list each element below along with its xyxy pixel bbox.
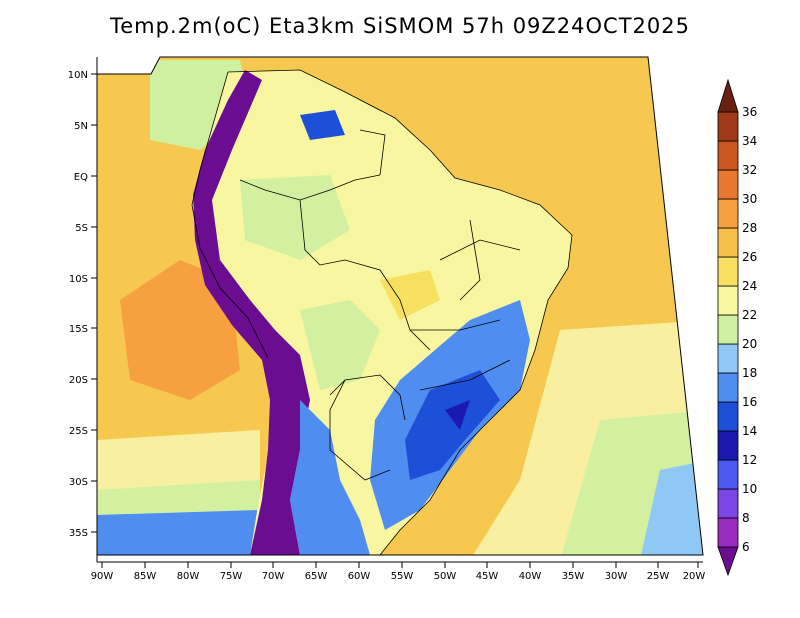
lat-label: 15S xyxy=(69,324,88,335)
colorbar-segment xyxy=(717,314,739,345)
lon-label: 50W xyxy=(434,571,457,582)
land-green-west xyxy=(300,300,380,390)
colorbar-segment xyxy=(717,372,739,403)
lon-label: 35W xyxy=(562,571,585,582)
lat-label: 5N xyxy=(74,121,88,132)
colorbar-label: 30 xyxy=(742,192,757,206)
colorbar-labels: 6 8 10 12 14 16 18 20 22 24 26 28 30 32 … xyxy=(742,105,757,554)
colorbar-label: 28 xyxy=(742,221,757,235)
colorbar-segment xyxy=(717,285,739,316)
colorbar-segment xyxy=(717,227,739,258)
colorbar-segment xyxy=(717,343,739,374)
lon-label: 45W xyxy=(476,571,499,582)
lon-label: 30W xyxy=(605,571,628,582)
lon-label: 70W xyxy=(262,571,285,582)
colorbar-label: 12 xyxy=(742,453,757,467)
colorbar-segment xyxy=(717,401,739,432)
south-pacific-blue xyxy=(97,510,260,555)
land-green-north xyxy=(240,175,350,260)
pacific-warm xyxy=(120,260,240,400)
lat-label: 25S xyxy=(69,426,88,437)
lon-label: 60W xyxy=(348,571,371,582)
colorbar-label: 10 xyxy=(742,482,757,496)
colorbar-label: 6 xyxy=(742,540,750,554)
colorbar-label: 32 xyxy=(742,163,757,177)
lat-label: 10S xyxy=(69,274,88,285)
cold-southeast-deep xyxy=(405,370,500,480)
cold-highlands-core xyxy=(445,400,470,430)
lat-label: 10N xyxy=(68,70,88,81)
colorbar-label: 14 xyxy=(742,424,757,438)
colorbar-label: 18 xyxy=(742,366,757,380)
colorbar-label: 34 xyxy=(742,134,757,148)
colorbar-label: 22 xyxy=(742,308,757,322)
colorbar-segment xyxy=(717,488,739,519)
lon-label: 40W xyxy=(519,571,542,582)
lon-label: 80W xyxy=(177,571,200,582)
colorbar-segment xyxy=(717,140,739,171)
andes-cordillera xyxy=(193,70,310,555)
colorbar-label: 26 xyxy=(742,250,757,264)
colorbar-segment xyxy=(717,256,739,287)
lon-label: 75W xyxy=(220,571,243,582)
colorbar-segment xyxy=(717,111,739,142)
colorbar-segment xyxy=(717,459,739,490)
colorbar xyxy=(717,78,739,577)
lat-label: 35S xyxy=(69,528,88,539)
lat-label: 20S xyxy=(69,375,88,386)
land-orange-patch xyxy=(380,270,440,320)
map-title: Temp.2m(oC) Eta3km SiSMOM 57h 09Z24OCT20… xyxy=(110,14,690,38)
temperature-field xyxy=(97,57,703,555)
lat-label: 5S xyxy=(75,223,88,234)
lon-label: 20W xyxy=(683,571,706,582)
colorbar-label: 8 xyxy=(742,511,750,525)
cold-guiana xyxy=(300,110,345,140)
lon-label: 25W xyxy=(647,571,670,582)
colorbar-segment xyxy=(717,198,739,229)
colorbar-label: 36 xyxy=(742,105,757,119)
country-borders xyxy=(191,69,573,555)
andes-blue-flank xyxy=(290,400,370,555)
lat-label: EQ xyxy=(74,172,88,183)
lon-label: 55W xyxy=(391,571,414,582)
colorbar-label: 24 xyxy=(742,279,757,293)
colorbar-segment xyxy=(717,517,739,548)
lon-label: 85W xyxy=(134,571,157,582)
colorbar-segment xyxy=(717,169,739,200)
colorbar-bottom-arrow xyxy=(717,546,739,577)
colorbar-label: 20 xyxy=(742,337,757,351)
lon-label: 65W xyxy=(305,571,328,582)
colorbar-top-arrow xyxy=(717,78,739,113)
longitude-axis: 90W 85W 80W 75W 70W 65W 60W 55W 50W 45W … xyxy=(91,562,706,582)
latitude-axis: 10N 5N EQ 5S 10S 15S 20S 25S 30S 35S xyxy=(68,70,97,539)
lat-label: 30S xyxy=(69,477,88,488)
lon-label: 90W xyxy=(91,571,114,582)
colorbar-segment xyxy=(717,430,739,461)
colorbar-label: 16 xyxy=(742,395,757,409)
south-atlantic-blue xyxy=(640,460,703,555)
